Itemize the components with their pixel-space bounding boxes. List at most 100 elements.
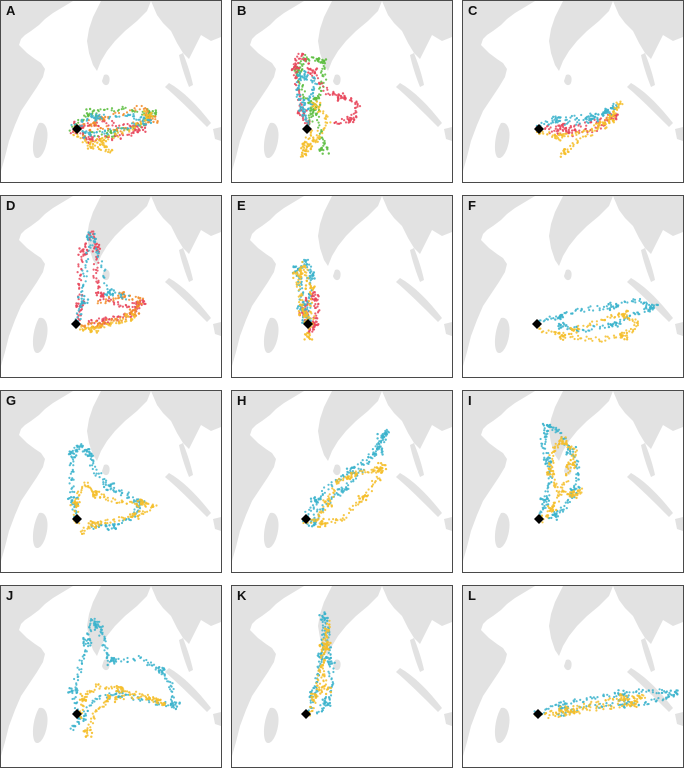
track-point xyxy=(575,700,578,703)
track-point xyxy=(325,679,328,682)
track-point xyxy=(301,319,304,322)
track-point xyxy=(331,684,334,687)
track-point xyxy=(86,122,89,125)
track-point xyxy=(538,327,541,330)
track-point xyxy=(301,260,304,264)
track-point xyxy=(358,500,361,503)
track-point xyxy=(136,504,139,508)
track-point xyxy=(76,271,79,274)
track-point xyxy=(578,490,581,493)
track-point xyxy=(563,333,567,337)
track-point xyxy=(80,325,83,328)
landmass xyxy=(549,196,613,266)
track-point xyxy=(301,93,304,96)
track-point xyxy=(113,520,116,523)
track-point xyxy=(611,305,615,308)
track-point xyxy=(95,121,98,124)
track-point xyxy=(304,108,307,111)
landmass xyxy=(382,1,452,59)
track-point xyxy=(359,469,362,472)
track-point xyxy=(333,661,336,664)
track-point xyxy=(95,131,98,134)
landmass xyxy=(396,83,442,127)
track-point xyxy=(138,692,141,695)
track-point xyxy=(583,310,586,313)
track-point xyxy=(301,321,304,324)
track-point xyxy=(543,442,547,446)
track-point xyxy=(561,325,565,328)
track-point xyxy=(154,115,157,118)
track-point xyxy=(107,499,110,502)
track-point xyxy=(321,82,324,85)
track-point xyxy=(637,704,640,707)
track-point xyxy=(317,303,320,306)
track-point xyxy=(68,497,71,500)
track-point xyxy=(148,697,152,700)
track-point xyxy=(304,510,307,513)
track-point xyxy=(91,491,94,494)
track-point xyxy=(609,301,612,304)
track-point xyxy=(564,129,568,132)
track-point xyxy=(357,467,360,470)
track-point xyxy=(346,115,349,119)
track-point xyxy=(592,309,595,312)
track-point xyxy=(292,265,295,268)
track-point xyxy=(559,155,562,158)
track-point xyxy=(325,641,329,644)
track-point xyxy=(93,124,96,127)
track-point xyxy=(307,137,310,141)
track-point xyxy=(152,700,155,703)
track-point xyxy=(314,306,317,309)
track-point xyxy=(84,242,87,245)
black-diamond-release-marker xyxy=(303,319,313,329)
track-point xyxy=(73,505,76,509)
track-point xyxy=(634,318,637,321)
landmass xyxy=(333,74,341,86)
track-point xyxy=(584,339,587,342)
track-point xyxy=(602,695,605,698)
track-point xyxy=(92,493,95,496)
track-point xyxy=(97,683,100,686)
map-panel-b: B xyxy=(231,0,453,183)
track-point xyxy=(321,74,324,77)
track-point xyxy=(107,697,110,700)
landmass xyxy=(463,196,535,366)
track-point xyxy=(575,117,578,120)
track-point xyxy=(99,126,102,130)
track-point xyxy=(95,251,98,254)
track-point xyxy=(78,698,82,701)
track-point xyxy=(311,709,314,712)
track-point xyxy=(317,666,320,669)
track-point xyxy=(138,108,141,111)
track-point xyxy=(570,488,573,492)
track-point xyxy=(104,136,107,139)
track-point xyxy=(565,441,568,444)
track-point xyxy=(321,654,324,657)
track-point xyxy=(171,682,174,685)
track-point xyxy=(124,320,127,323)
track-point xyxy=(602,305,606,308)
track-point xyxy=(598,338,601,341)
track-point xyxy=(336,493,339,496)
track-point xyxy=(319,508,322,511)
track-point xyxy=(121,297,124,300)
track-point xyxy=(322,112,325,115)
track-point xyxy=(136,499,139,503)
track-point xyxy=(376,447,379,450)
panel-label: H xyxy=(237,393,247,408)
track-point xyxy=(613,115,616,118)
track-point xyxy=(637,688,640,691)
track-point xyxy=(85,639,88,642)
track-point xyxy=(131,512,134,516)
track-point xyxy=(552,446,555,449)
track-point xyxy=(117,303,120,306)
track-point xyxy=(380,447,384,450)
track-point xyxy=(376,477,379,480)
track-point xyxy=(294,76,297,80)
track-point xyxy=(78,501,81,504)
landmass xyxy=(102,74,110,86)
landmass xyxy=(410,443,424,477)
track-point xyxy=(321,641,324,644)
track-point xyxy=(94,320,98,323)
track-point xyxy=(544,127,547,131)
